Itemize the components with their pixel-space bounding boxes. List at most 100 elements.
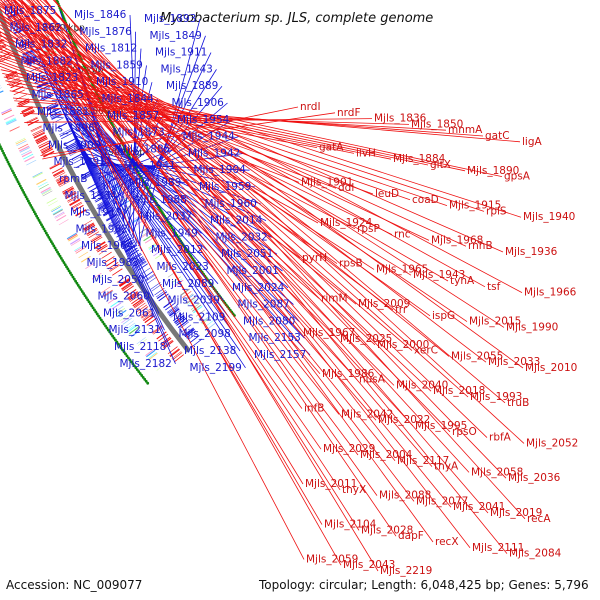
gene-feature [65,141,77,149]
gene-label: Mjls_1884 [393,153,446,165]
gene-label: Mjls_1832 [15,39,67,51]
cog-feature [173,279,184,287]
cog-feature [23,153,34,160]
gene-label: recX [435,536,459,548]
gene-feature [144,315,155,324]
gc-dot [84,296,88,300]
gene-label: Mjls_2051 [221,248,273,260]
gene-feature [118,278,130,287]
gene-label: Mjls_1857 [107,110,159,122]
gene-label: Mjls_2087 [238,299,290,311]
gc-dot [116,342,120,346]
gc-dot [14,175,18,179]
gene-feature [86,227,98,235]
leader-line [84,153,256,188]
cog-feature [148,241,158,249]
gene-label: Mjls_1991 [54,156,106,168]
gc-dot [146,381,150,385]
cog-feature [75,247,86,254]
gc-dot [122,350,126,354]
gene-label: Mjls_1949 [146,227,198,239]
gene-feature [121,281,132,290]
gc-dot [59,256,63,260]
gene-feature [145,274,156,282]
gene-feature [33,75,45,82]
gene-feature [71,153,83,160]
cog-feature [148,243,159,250]
gc-dot [43,229,47,233]
cog-feature [41,188,52,195]
gene-feature [31,126,42,133]
gc-dot [48,238,52,241]
gene-label: Mjls_1940 [523,211,575,223]
gene-feature [184,328,195,338]
cog-feature [122,317,132,325]
gene-feature [146,317,157,326]
gene-feature [17,38,30,44]
gene-label: rpsO [452,426,477,438]
gene-label: rpsP [357,223,380,235]
cog-feature [0,90,4,94]
gene-label: Mjls_2014 [210,215,263,227]
cog-feature [19,145,30,152]
gene-label: Mjls_1936 [505,246,558,258]
leader-line [27,0,506,404]
gene-feature [135,302,146,310]
gene-label: Mjls_2004 [360,449,413,461]
cog-feature [81,255,91,263]
leader-line [63,111,213,268]
gc-dot [0,143,1,146]
gene-label: Mjls_1986 [322,368,375,380]
gene-feature [171,351,182,359]
gene-label: Mjls_2080 [243,315,295,327]
gene-feature [0,55,11,61]
gene-label: dapF [398,530,424,542]
gene-feature [57,177,69,185]
cog-feature [74,245,85,253]
label-leader-lines [0,0,526,572]
gene-feature [72,204,84,212]
gene-label: Mjls_2019 [490,507,542,519]
gene-feature [189,335,200,344]
gene-label: tynA [450,275,475,287]
gene-label: Mjls_2012 [151,244,203,256]
gene-label: gltX [430,159,451,171]
gc-dot [105,326,109,330]
gene-feature [50,112,62,118]
gene-label: Mjls_2131 [109,324,161,336]
gene-feature [56,175,68,182]
gene-label: recA [527,513,551,525]
gc-dot [34,212,37,216]
gene-feature [172,313,184,322]
gene-feature [88,231,100,239]
gene-label: ddl [338,182,354,194]
gene-label: Mjls_2111 [472,542,524,554]
gene-feature [119,279,131,288]
gene-feature [12,86,24,92]
leader-line [0,60,374,195]
leader-line [0,57,411,201]
gene-feature [27,119,39,126]
gene-label: rpmB [59,173,87,185]
backbone-arc [0,6,191,353]
gc-dot [141,375,145,379]
cog-feature [200,315,210,324]
gc-dot [62,261,66,264]
cog-feature [46,197,57,204]
gene-label: Mjls_2025 [340,333,392,345]
gene-label: Mjls_1910 [96,76,148,88]
cog-feature [54,211,65,218]
leader-line [61,107,283,272]
gene-label: Mjls_2040 [396,379,448,391]
gene-feature [132,298,143,307]
gene-label: ispG [432,310,455,322]
gene-feature [138,306,149,314]
cog-feature [103,290,114,298]
leader-line [13,0,341,491]
gene-label: Mjls_1905 [48,139,100,151]
gene-feature [125,245,137,253]
gene-label: Mjls_1967 [303,327,355,339]
gene-feature [35,135,47,142]
gene-label: Mjls_1968 [431,234,483,246]
gene-feature [75,161,87,169]
